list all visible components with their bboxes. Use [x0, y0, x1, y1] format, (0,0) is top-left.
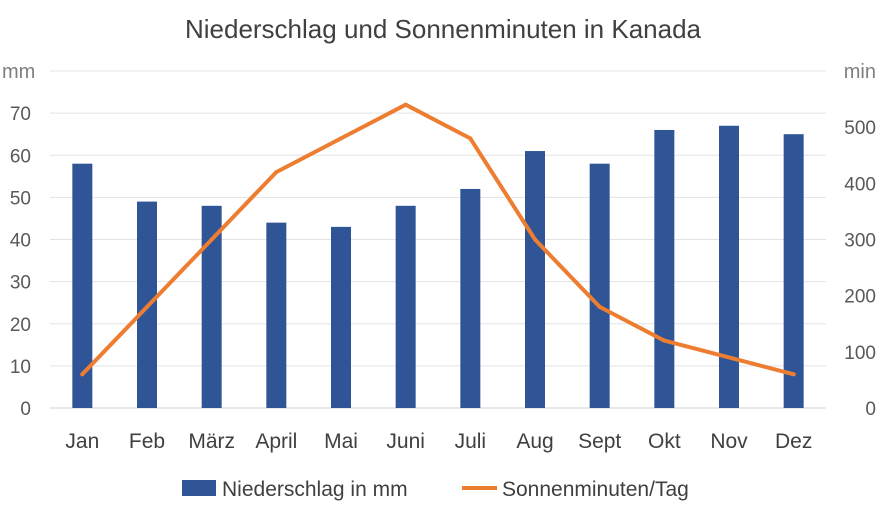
- gridlines: [50, 70, 826, 409]
- x-tick-label: März: [188, 430, 235, 453]
- x-axis: Jan Feb März April Mai Juni Juli Aug Sept Okt Nov D…: [65, 430, 812, 453]
- line-sonnenminuten: [80, 102, 796, 377]
- y-left-tick-label: 0: [20, 399, 31, 420]
- point-sonnenminuten-aug: [533, 237, 537, 242]
- y-axis-left: 0 10 20 30 40 50 60 70: [10, 104, 31, 420]
- point-sonnenminuten-nov: [727, 355, 731, 360]
- legend: Niederschlag in mm Sonnenminuten/Tag: [182, 478, 689, 501]
- chart-title: Niederschlag und Sonnenminuten in Kanada: [185, 14, 702, 44]
- y-left-tick-label: 30: [10, 273, 31, 294]
- bar-juli: [460, 188, 481, 408]
- y-left-tick-label: 20: [10, 315, 31, 336]
- point-sonnenminuten-juni: [403, 102, 408, 107]
- bar-series-niederschlag: [72, 125, 804, 408]
- x-tick-label: Dez: [775, 430, 812, 453]
- y-right-tick-label: 200: [844, 287, 876, 308]
- x-tick-label: Jan: [65, 430, 99, 453]
- bar-mai: [331, 226, 351, 408]
- point-sonnenminuten-jan: [80, 372, 85, 377]
- point-sonnenminuten-dez: [791, 372, 796, 377]
- x-tick-label: Juli: [455, 430, 487, 453]
- point-sonnenminuten-feb: [145, 304, 149, 309]
- y-right-tick-label: 0: [865, 399, 876, 420]
- bar-okt: [654, 129, 675, 408]
- y-right-tick-label: 400: [844, 174, 876, 195]
- bar-dez: [783, 134, 804, 408]
- bar-aug: [525, 151, 545, 408]
- point-sonnenminuten-sept: [597, 304, 602, 309]
- y-left-tick-label: 40: [10, 231, 31, 252]
- point-sonnenminuten-märz: [209, 237, 214, 242]
- y-axis-right: 0 100 200 300 400 500: [844, 118, 876, 420]
- bar-april: [266, 222, 287, 408]
- legend-label-niederschlag: Niederschlag in mm: [222, 478, 408, 501]
- point-sonnenminuten-mai: [339, 136, 343, 141]
- x-tick-label: Okt: [648, 430, 681, 453]
- point-sonnenminuten-okt: [662, 338, 667, 343]
- y-right-tick-label: 300: [844, 231, 876, 252]
- bar-juni: [395, 205, 416, 408]
- bar-nov: [719, 125, 739, 408]
- legend-label-sonnenminuten: Sonnenminuten/Tag: [502, 478, 689, 501]
- point-sonnenminuten-juli: [468, 136, 473, 141]
- x-tick-label: Sept: [578, 430, 621, 453]
- y-left-tick-label: 60: [10, 146, 31, 167]
- y-right-tick-label: 500: [844, 118, 876, 139]
- bar-jan: [72, 163, 93, 408]
- legend-swatch-niederschlag: [182, 480, 216, 496]
- x-tick-label: Juni: [386, 430, 425, 453]
- x-tick-label: April: [255, 430, 297, 453]
- x-tick-label: Feb: [129, 430, 165, 453]
- line-series-sonnenminuten: [80, 102, 796, 377]
- y-left-tick-label: 10: [10, 357, 31, 378]
- y-left-tick-label: 50: [10, 188, 31, 209]
- point-sonnenminuten-april: [274, 170, 279, 175]
- y-axis-right-unit: min: [844, 61, 876, 83]
- bar-sept: [589, 163, 610, 408]
- y-left-tick-label: 70: [10, 104, 31, 125]
- y-right-tick-label: 100: [844, 343, 876, 364]
- x-tick-label: Aug: [516, 430, 553, 453]
- x-tick-label: Nov: [710, 430, 748, 453]
- y-axis-left-unit: mm: [2, 61, 35, 83]
- bar-märz: [201, 205, 222, 408]
- x-tick-label: Mai: [324, 430, 358, 453]
